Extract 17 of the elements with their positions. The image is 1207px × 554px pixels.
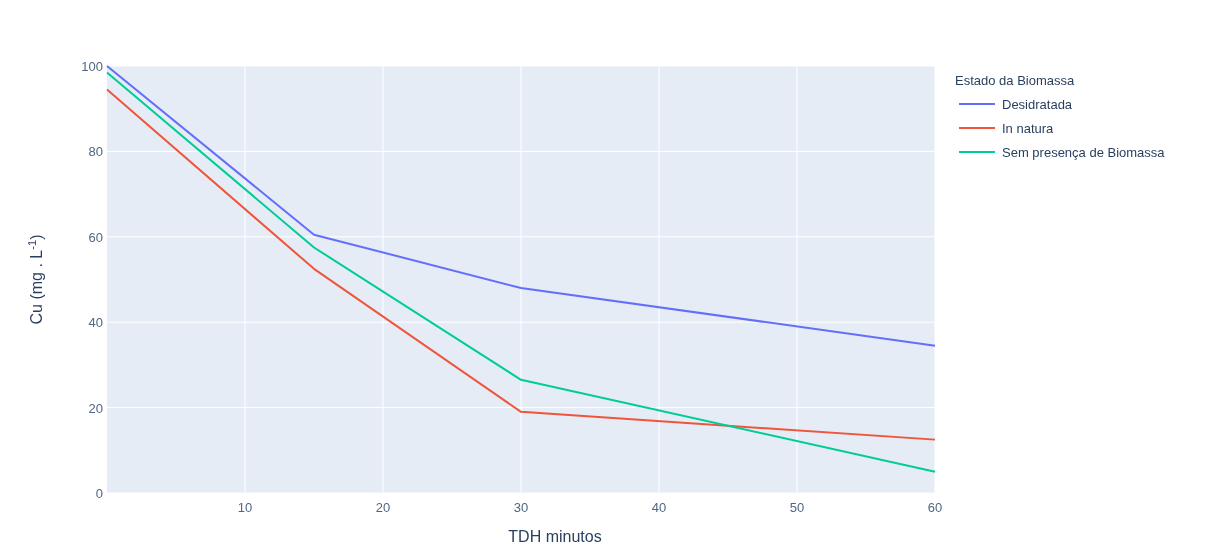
y-tick-label: 40 [88,315,103,331]
x-tick-label: 60 [927,500,943,515]
y-tick-label: 0 [95,486,103,501]
x-tick-label: 20 [375,500,391,515]
y-tick-label: 80 [88,144,103,160]
y-tick-label: 60 [88,229,103,245]
legend-label: Sem presença de Biomassa [1002,145,1166,160]
y-tick-label: 100 [81,59,103,74]
x-tick-label: 10 [237,500,253,515]
legend-title: Estado da Biomassa [955,73,1075,88]
y-tick-label: 20 [88,400,103,416]
x-tick-label: 50 [789,500,805,515]
legend-label: In natura [1002,121,1055,136]
x-tick-label: 40 [651,500,667,515]
x-tick-label: 30 [513,500,529,515]
x-axis-title: TDH minutos [508,528,602,545]
legend-label: Desidratada [1002,97,1073,112]
